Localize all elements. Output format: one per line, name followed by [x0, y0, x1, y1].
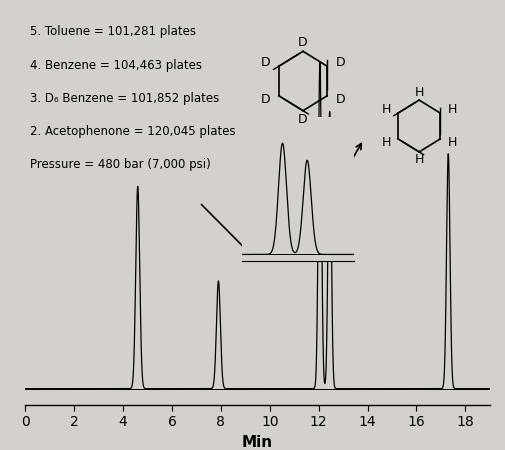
Text: D: D — [298, 113, 308, 126]
Text: D: D — [336, 93, 346, 105]
Text: 3. D₆ Benzene = 101,852 plates: 3. D₆ Benzene = 101,852 plates — [30, 92, 219, 105]
Text: H: H — [447, 136, 457, 149]
Text: H: H — [447, 104, 457, 116]
Text: 2. Acetophenone = 120,045 plates: 2. Acetophenone = 120,045 plates — [30, 125, 235, 138]
Text: H: H — [415, 86, 424, 99]
Text: 4. Benzene = 104,463 plates: 4. Benzene = 104,463 plates — [30, 58, 202, 72]
X-axis label: Min: Min — [242, 435, 273, 450]
Text: D: D — [260, 57, 270, 69]
Text: H: H — [382, 104, 391, 116]
Text: Pressure = 480 bar (7,000 psi): Pressure = 480 bar (7,000 psi) — [30, 158, 211, 171]
Text: H: H — [415, 153, 424, 166]
Text: 5. Toluene = 101,281 plates: 5. Toluene = 101,281 plates — [30, 25, 196, 38]
Text: H: H — [382, 136, 391, 149]
Text: D: D — [298, 36, 308, 49]
Text: D: D — [260, 93, 270, 105]
Text: D: D — [336, 57, 346, 69]
